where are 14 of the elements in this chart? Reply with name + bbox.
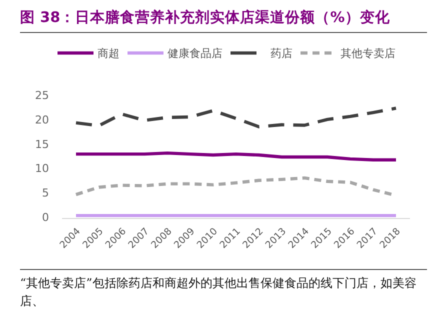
text: “其他专卖店”包括除药店和商超外的其他出售保健食品的线下门店，如美容店、	[20, 275, 418, 310]
line-series	[74, 151, 398, 162]
y-tick-label: 5	[42, 186, 49, 200]
legend-label: 其他专卖店	[340, 47, 396, 60]
legend-label: 商超	[98, 47, 120, 60]
y-tick-label: 25	[35, 89, 49, 102]
y-tick-label: 10	[35, 162, 49, 176]
line-series	[74, 106, 398, 128]
y-tick-label: 0	[42, 211, 49, 224]
y-tick-label: 20	[35, 113, 49, 126]
y-tick-label: 15	[35, 138, 49, 151]
chart-title: 图 38：日本膳食营养补充剂实体店渠道份额（%）变化	[20, 8, 427, 33]
legend-label: 健康食品店	[168, 47, 222, 60]
legend-label: 药店	[270, 47, 292, 60]
